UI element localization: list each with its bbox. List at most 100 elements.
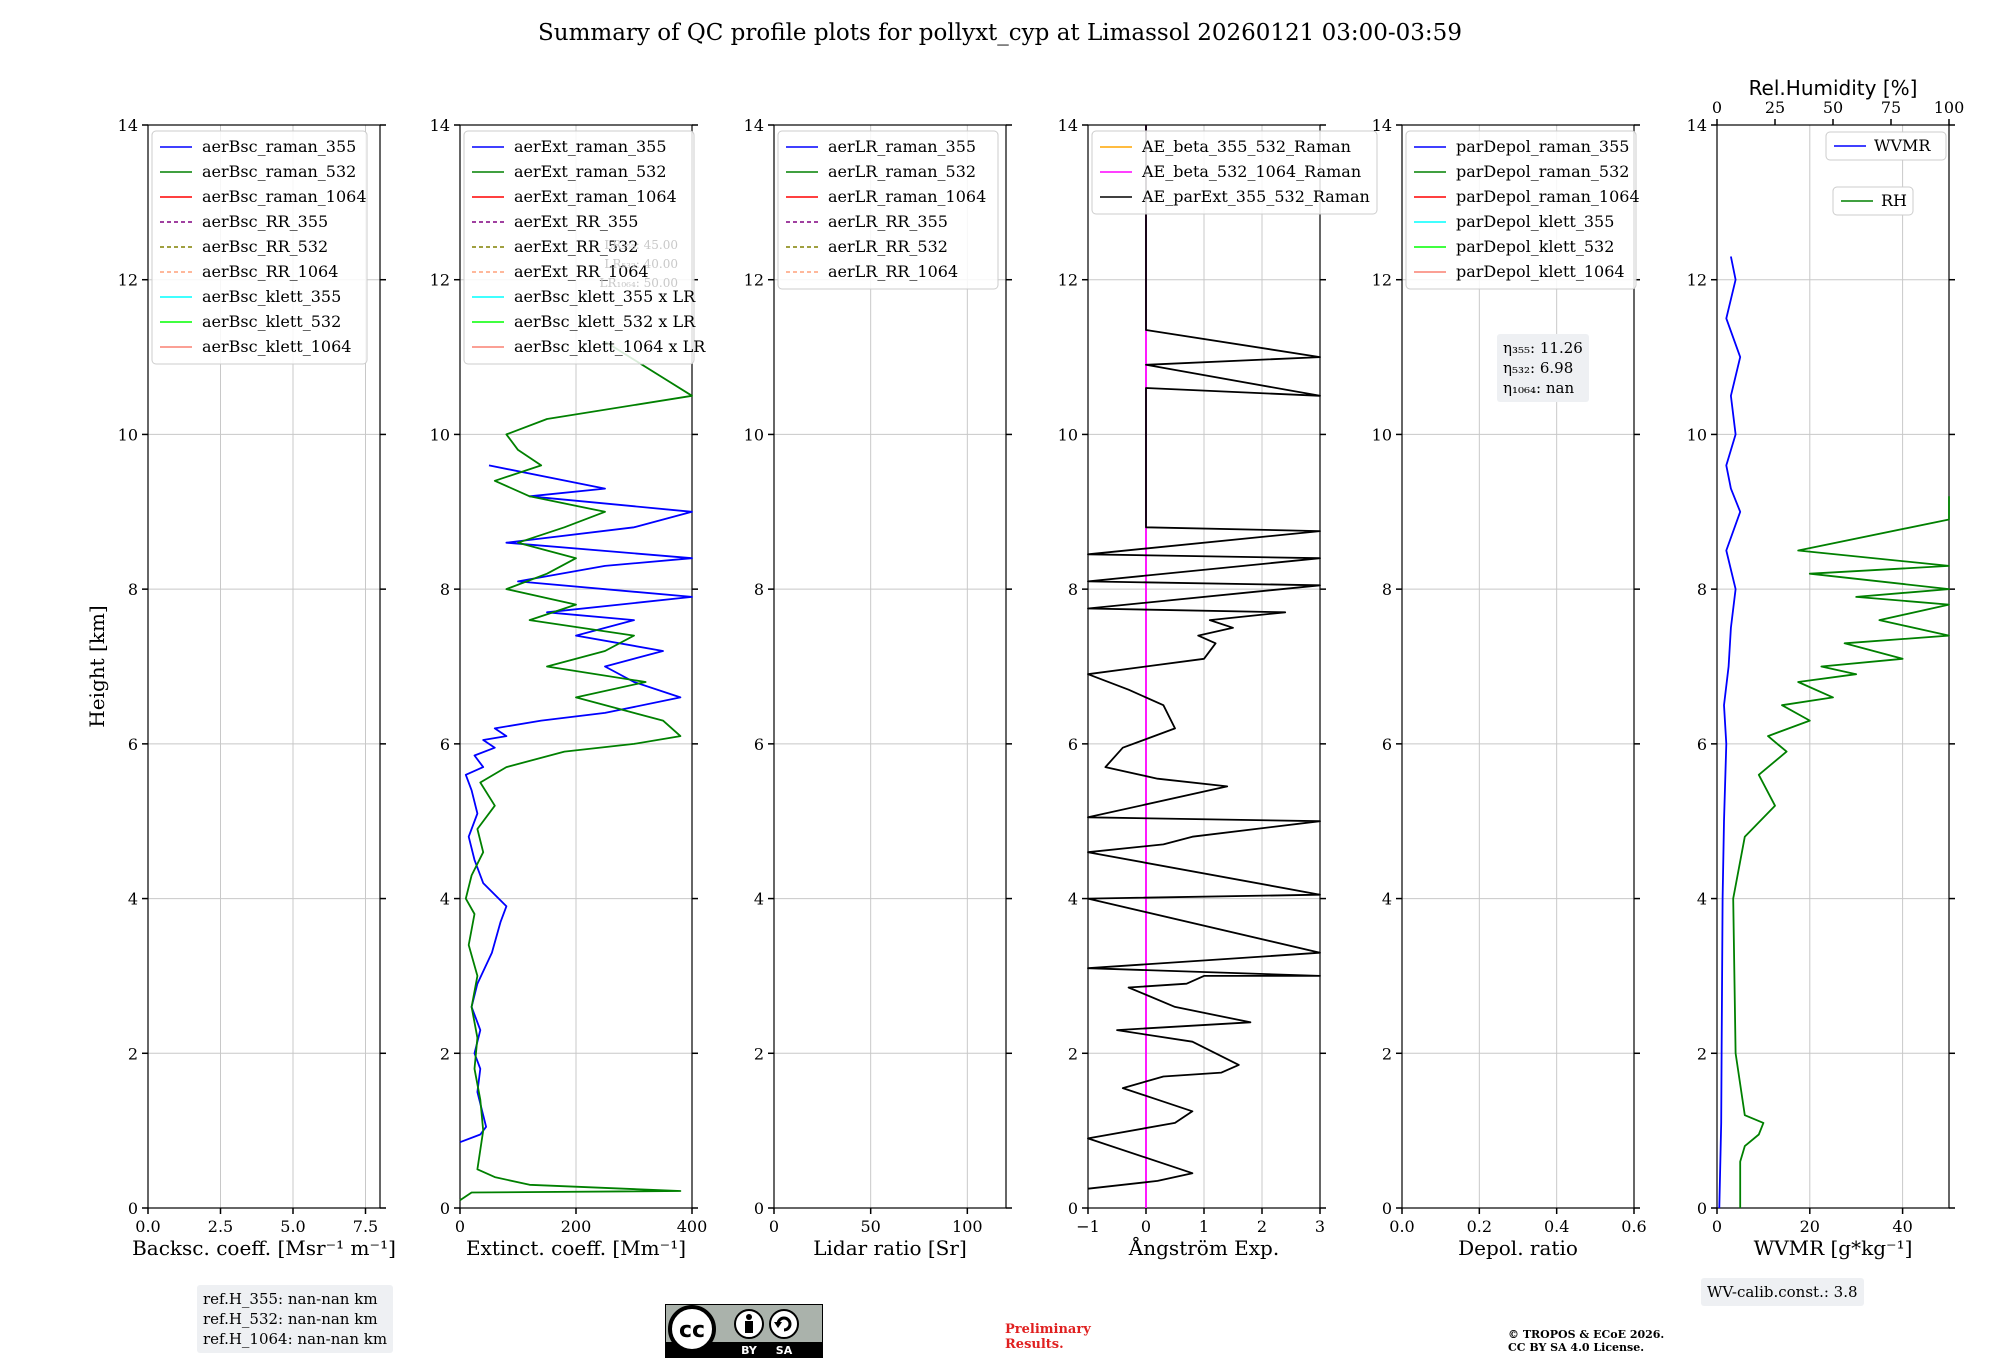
legend-item: aerBsc_klett_355: [202, 287, 341, 306]
legend-item: aerBsc_RR_1064: [202, 262, 338, 281]
top-x-tick-label: 25: [1765, 98, 1785, 117]
y-tick-label: 6: [1068, 735, 1078, 754]
y-tick-label: 10: [118, 425, 138, 444]
legend-box: [777, 130, 999, 290]
x-tick-label: 0: [1141, 1217, 1151, 1236]
y-tick-label: 14: [1687, 116, 1707, 135]
y-tick-label: 8: [754, 580, 764, 599]
y-tick-label: 14: [1058, 116, 1078, 135]
legend-item: aerLR_raman_1064: [828, 187, 986, 206]
lr-note: LR₁₀₆₄: 50.00: [600, 276, 678, 290]
y-tick-label: 2: [440, 1044, 450, 1063]
x-tick-label: 400: [677, 1217, 708, 1236]
ref-height-355: ref.H_355: nan-nan km: [203, 1290, 378, 1308]
legend-item: AE_beta_355_532_Raman: [1141, 137, 1351, 156]
share-alike-icon: [769, 1309, 799, 1339]
cc-by-label: BY: [741, 1344, 758, 1357]
preliminary-results-note: Preliminary Results.: [1005, 1322, 1091, 1352]
top-x-tick-label: 100: [1934, 98, 1965, 117]
legend-item: aerLR_raman_355: [828, 137, 976, 156]
x-axis-label: WVMR [g*kg⁻¹]: [1754, 1236, 1913, 1260]
legend-box: [463, 130, 695, 365]
x-tick-label: 0: [769, 1217, 779, 1236]
x-tick-label: 40: [1892, 1217, 1912, 1236]
legend-item: aerExt_raman_355: [514, 137, 667, 156]
cc-icon: [668, 1305, 716, 1353]
plot-frame: [1401, 124, 1635, 1209]
copyright-note: © TROPOS & ECoE 2026. CC BY SA 4.0 Licen…: [1508, 1328, 1665, 1354]
y-tick-label: 4: [1068, 890, 1078, 909]
legend-item: aerBsc_klett_532: [202, 312, 341, 331]
x-tick-label: 0: [1712, 1217, 1722, 1236]
legend-box: [151, 130, 368, 365]
x-tick-label: 100: [952, 1217, 983, 1236]
wv-calibration-box: WV-calib.const.: 3.8: [1701, 1278, 1864, 1306]
y-tick-label: 4: [128, 890, 138, 909]
x-axis-label: Extinct. coeff. [Mm⁻¹]: [466, 1236, 686, 1260]
y-tick-label: 2: [1382, 1044, 1392, 1063]
y-tick-label: 14: [118, 116, 138, 135]
legend-item: aerBsc_RR_355: [202, 212, 328, 231]
y-tick-label: 12: [430, 271, 450, 290]
legend-item: aerExt_raman_1064: [514, 187, 677, 206]
y-tick-label: 0: [1697, 1199, 1707, 1218]
legend-item: aerLR_RR_532: [828, 237, 948, 256]
x-tick-label: 3: [1315, 1217, 1325, 1236]
legend-item: parDepol_klett_532: [1456, 237, 1614, 256]
y-tick-label: 2: [1697, 1044, 1707, 1063]
x-tick-label: 7.5: [353, 1217, 378, 1236]
series-line-AE_parExt_355_532_Raman: [1087, 125, 1321, 1190]
svg-text:cc: cc: [679, 1318, 705, 1343]
x-tick-label: 0: [455, 1217, 465, 1236]
y-tick-label: 2: [1068, 1044, 1078, 1063]
legend-item: aerExt_RR_1064: [514, 262, 649, 281]
y-tick-label: 14: [744, 116, 764, 135]
y-tick-label: 0: [754, 1199, 764, 1218]
top-x-tick-label: 0: [1712, 98, 1722, 117]
eta-355: η₃₅₅: 11.26: [1503, 339, 1583, 357]
y-tick-label: 10: [1058, 425, 1078, 444]
legend-item: parDepol_klett_1064: [1456, 262, 1625, 281]
y-tick-label: 14: [430, 116, 450, 135]
y-tick-label: 6: [1697, 735, 1707, 754]
y-tick-label: 14: [1372, 116, 1392, 135]
legend-item: aerBsc_raman_532: [202, 162, 356, 181]
series-line-WVMR: [1718, 256, 1742, 1209]
legend-box: [1405, 130, 1637, 290]
y-tick-label: 2: [128, 1044, 138, 1063]
y-tick-label: 12: [744, 271, 764, 290]
plot-frame: [773, 124, 1007, 1209]
legend-item: parDepol_raman_532: [1456, 162, 1629, 181]
x-tick-label: 20: [1800, 1217, 1820, 1236]
y-tick-label: 6: [128, 735, 138, 754]
series-line-aerExt_raman_532: [459, 340, 693, 1202]
y-tick-label: 4: [754, 890, 764, 909]
ref-height-1064: ref.H_1064: nan-nan km: [203, 1330, 388, 1348]
y-tick-label: 10: [744, 425, 764, 444]
legend-item: AE_parExt_355_532_Raman: [1141, 187, 1370, 206]
y-tick-label: 4: [440, 890, 450, 909]
y-tick-label: 12: [1687, 271, 1707, 290]
y-tick-label: 2: [754, 1044, 764, 1063]
legend-item: aerBsc_raman_355: [202, 137, 356, 156]
x-tick-label: 0.0: [1389, 1217, 1414, 1236]
x-axis-label: Backsc. coeff. [Msr⁻¹ m⁻¹]: [132, 1236, 396, 1260]
legend-item: aerBsc_klett_355 x LR: [514, 287, 696, 306]
y-axis-label: Height [km]: [85, 605, 109, 727]
y-tick-label: 4: [1697, 890, 1707, 909]
y-tick-label: 0: [1382, 1199, 1392, 1218]
y-tick-label: 8: [1382, 580, 1392, 599]
y-tick-label: 10: [1687, 425, 1707, 444]
legend-item: parDepol_raman_1064: [1456, 187, 1640, 206]
x-tick-label: 0.4: [1544, 1217, 1569, 1236]
x-tick-label: −1: [1076, 1217, 1100, 1236]
x-tick-label: 2.5: [208, 1217, 233, 1236]
y-tick-label: 4: [1382, 890, 1392, 909]
x-tick-label: 200: [561, 1217, 592, 1236]
eta-1064: η₁₀₆₄: nan: [1503, 379, 1575, 397]
x-tick-label: 50: [860, 1217, 880, 1236]
legend-box: [1825, 131, 1947, 161]
x-axis-label: Lidar ratio [Sr]: [813, 1236, 967, 1260]
y-tick-label: 10: [1372, 425, 1392, 444]
